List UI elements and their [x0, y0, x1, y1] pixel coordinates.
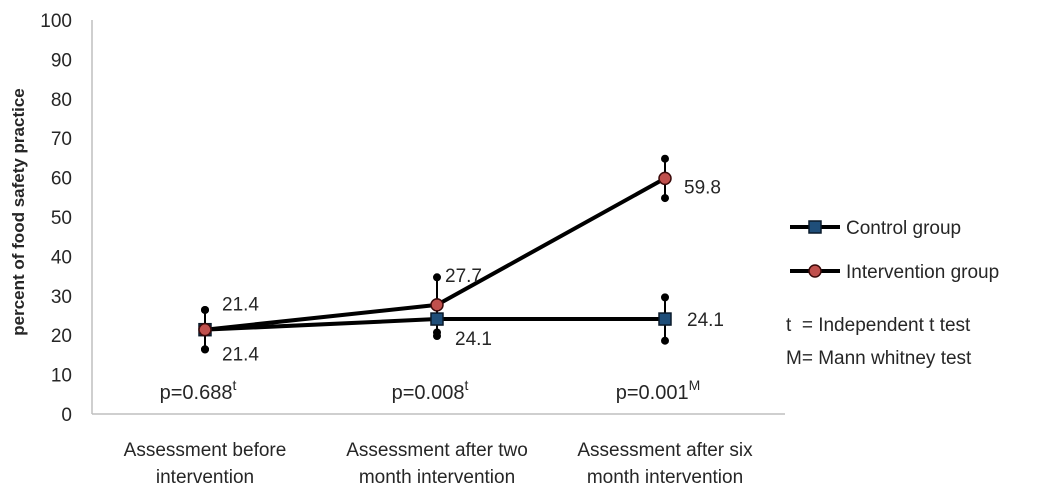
x-category-label: intervention [156, 467, 254, 486]
y-tick-labels: 0 10 20 30 40 50 60 70 80 90 100 [40, 11, 72, 426]
error-cap [433, 273, 441, 282]
y-tick-label: 80 [51, 90, 72, 111]
x-category-label: month intervention [359, 467, 515, 486]
test-note: t = Independent t test [786, 315, 971, 336]
data-label: 21.4 [222, 345, 259, 366]
x-category-label: Assessment after six [577, 440, 753, 461]
error-cap [661, 194, 669, 203]
x-category-label: Assessment before [124, 440, 287, 461]
data-labels: 21.4 21.4 27.7 24.1 59.8 24.1 [222, 177, 724, 365]
error-cap [661, 293, 669, 302]
y-tick-label: 60 [51, 169, 72, 190]
series-markers [198, 171, 672, 337]
x-category-labels: Assessment before intervention Assessment … [124, 440, 753, 486]
y-tick-label: 40 [51, 247, 72, 268]
legend-label: Intervention group [846, 262, 999, 283]
y-tick-label: 30 [51, 287, 72, 308]
legend-marker [808, 220, 822, 234]
p-value-labels: p=0.688t p=0.008t p=0.001M [160, 377, 701, 404]
legend: Control group Intervention group [790, 218, 999, 283]
y-tick-label: 0 [61, 405, 72, 426]
x-category-label: Assessment after two [346, 440, 528, 461]
y-tick-label: 20 [51, 326, 72, 347]
y-tick-label: 100 [40, 11, 72, 32]
data-label: 27.7 [445, 266, 482, 287]
test-note: M= Mann whitney test [786, 348, 972, 369]
error-cap [201, 305, 209, 314]
y-tick-label: 90 [51, 50, 72, 71]
p-value-label: p=0.688t [160, 377, 237, 404]
error-cap [433, 328, 441, 337]
y-tick-label: 10 [51, 366, 72, 387]
data-label: 21.4 [222, 295, 259, 316]
y-tick-label: 70 [51, 129, 72, 150]
p-value-label: p=0.001M [616, 377, 701, 404]
data-point [198, 322, 212, 337]
data-point [430, 298, 444, 312]
y-axis-title: percent of food safety practice [9, 88, 28, 336]
data-point [430, 312, 444, 326]
y-tick-label: 50 [51, 208, 72, 229]
data-point [658, 171, 672, 186]
test-notes: t = Independent t test M= Mann whitney te… [786, 315, 972, 369]
data-label: 59.8 [684, 177, 721, 198]
data-point [658, 312, 672, 326]
p-value-label: p=0.008t [392, 377, 469, 404]
data-label: 24.1 [687, 310, 724, 331]
legend-label: Control group [846, 218, 961, 239]
axes [91, 20, 785, 415]
data-label: 24.1 [455, 329, 492, 350]
legend-marker [808, 264, 822, 278]
error-cap [661, 336, 669, 345]
error-cap [661, 154, 669, 163]
error-cap [201, 345, 209, 354]
x-category-label: month intervention [587, 467, 743, 486]
